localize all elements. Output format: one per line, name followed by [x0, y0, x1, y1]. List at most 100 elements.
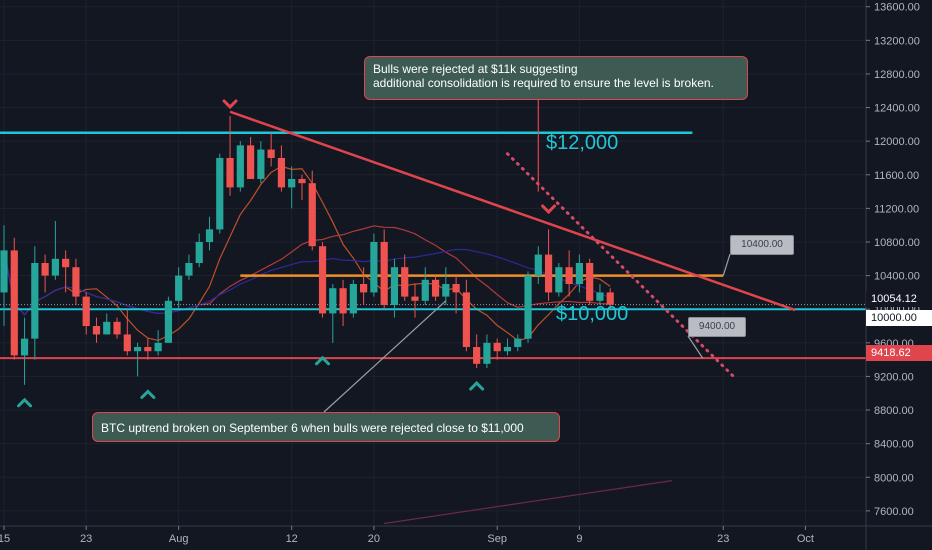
annotation-bottom-connector [323, 300, 447, 413]
candle-body [10, 250, 18, 356]
candle-body [575, 263, 583, 285]
candle-body [308, 183, 316, 247]
annotation-top-line1: Bulls were rejected at $11k suggesting [373, 62, 578, 76]
candle-body [360, 284, 368, 293]
rejection-marker [541, 204, 557, 215]
candle-body [247, 145, 255, 179]
candle-body [544, 254, 553, 293]
candle-body [606, 292, 614, 305]
trend-drawings [17, 99, 796, 525]
y-tick-label: 10400.00 [874, 271, 920, 283]
candle-body [493, 342, 501, 352]
candle-body [62, 258, 70, 268]
candle-body [401, 267, 409, 297]
candle-body [92, 326, 101, 335]
candle-body [31, 263, 39, 339]
candle-body [82, 296, 90, 327]
candle-body [205, 229, 214, 242]
price-axis[interactable]: 13600.00 13200.00 12800.00 12400.00 12000.00… [865, 0, 932, 550]
candle-body [462, 292, 470, 348]
y-tick-label: 7600.00 [874, 506, 914, 518]
candle-body [51, 258, 59, 276]
grid-lines [0, 0, 866, 526]
support-marker [140, 389, 156, 399]
candle-body [226, 157, 234, 188]
candle-body [298, 178, 306, 184]
y-tick-label: 9200.00 [874, 371, 914, 383]
y-tick-label: 12400.00 [874, 103, 920, 115]
candle-body [216, 157, 224, 230]
candle-body [514, 338, 522, 348]
candle-body [473, 347, 481, 364]
y-tick-label: 10800.00 [874, 237, 920, 249]
candle-body [175, 275, 183, 301]
descending-trendline [229, 110, 796, 312]
candle-body [72, 267, 80, 297]
price-axis-bg [866, 0, 932, 550]
candle-body [524, 275, 532, 339]
candle-body [534, 254, 542, 276]
x-tick-label: 15 [0, 533, 10, 545]
candle-body [144, 347, 152, 352]
moving-averages [3, 165, 611, 342]
candle-body [257, 149, 265, 179]
candle-body [185, 263, 193, 276]
x-tick-label: 9 [576, 533, 582, 545]
candle-body [288, 178, 296, 188]
callout-10400-connector [722, 253, 731, 276]
candle-body [555, 267, 563, 293]
candle-body [154, 342, 162, 352]
lower-faint-line [384, 480, 672, 525]
x-tick-label: 12 [286, 533, 298, 545]
callout-9400[interactable]: 9400.00 [688, 317, 746, 337]
y-tick-label: 8000.00 [874, 472, 914, 484]
y-tick-label: 12800.00 [874, 69, 920, 81]
moving-average-line [3, 165, 611, 342]
candle-body [349, 284, 357, 314]
level-tag-9418: 9418.62 [866, 345, 932, 361]
candle-body [586, 263, 594, 301]
time-axis[interactable]: 15 23 Aug 12 20 Sep 9 23 Oct [0, 525, 932, 545]
y-tick-label: 13600.00 [874, 2, 920, 14]
y-tick-label: 13200.00 [874, 35, 920, 47]
candle-body [123, 334, 131, 352]
candle-body [20, 338, 29, 356]
callout-9400-connector [687, 335, 704, 359]
candle-body [329, 288, 337, 314]
annotation-rejected-11k[interactable]: Bulls were rejected at $11k suggesting a… [364, 56, 748, 100]
candle-body [277, 157, 286, 188]
candle-body [195, 241, 203, 263]
y-tick-label: 8800.00 [874, 405, 914, 417]
y-tick-label: 8400.00 [874, 439, 914, 451]
y-tick-label: 11600.00 [874, 170, 919, 182]
x-tick-label: 20 [368, 533, 380, 545]
candle-body [318, 246, 327, 314]
candle-body [431, 279, 440, 297]
candle-body [380, 241, 388, 306]
candle-body [113, 321, 121, 335]
callout-10400[interactable]: 10400.00 [730, 235, 794, 255]
candle-body [41, 263, 49, 276]
candle-body [421, 279, 429, 301]
label-10000-level: $10,000 [556, 303, 629, 325]
support-marker [17, 397, 33, 408]
label-12000-level: $12,000 [546, 132, 619, 154]
candle-body [164, 300, 172, 343]
candle-body [236, 145, 244, 188]
candle-body [390, 267, 399, 306]
candle-body [103, 321, 111, 335]
x-tick-label: Oct [797, 533, 814, 545]
support-marker [315, 355, 331, 366]
candle-body [503, 347, 512, 352]
annotation-uptrend-broken[interactable]: BTC uptrend broken on September 6 when b… [92, 412, 560, 442]
candle-body [133, 347, 142, 352]
horizontal-levels [0, 131, 866, 360]
candle-body [411, 296, 419, 301]
candle-body [0, 250, 8, 293]
candles [0, 115, 614, 385]
candle-body [442, 284, 450, 297]
level-tag-10000: 10000.00 [866, 310, 932, 326]
x-tick-label: Sep [487, 533, 507, 545]
annotation-bottom-text: BTC uptrend broken on September 6 when b… [101, 421, 524, 435]
